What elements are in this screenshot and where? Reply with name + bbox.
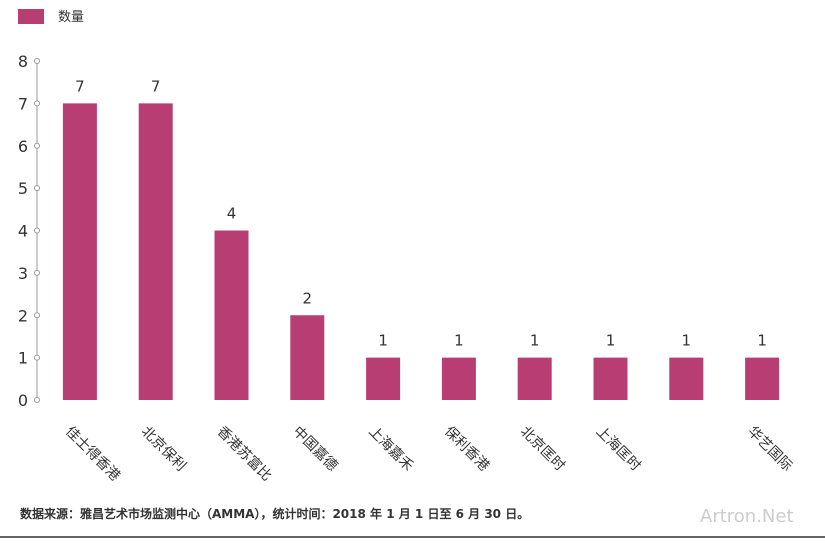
x-tick-label: 上海嘉禾 (365, 424, 416, 475)
value-label: 1 (454, 332, 464, 350)
y-tick (34, 227, 40, 234)
y-tick (34, 269, 40, 276)
source-note: 数据来源：雅昌艺术市场监测中心（AMMA），统计时间：2018 年 1 月 1 … (20, 506, 529, 521)
x-tick-label: 上海匡时 (593, 424, 644, 475)
bar (745, 357, 780, 400)
y-tick-label: 6 (18, 137, 28, 156)
x-tick-label: 北京保利 (138, 424, 189, 475)
y-tick (34, 185, 40, 192)
x-tick-label: 中国嘉德 (289, 424, 340, 475)
y-tick-label: 7 (18, 94, 28, 113)
value-label: 1 (682, 332, 692, 350)
y-tick-label: 2 (18, 306, 28, 325)
x-tick-label: 佳士得香港 (62, 423, 124, 485)
bar (138, 103, 173, 400)
y-tick (34, 354, 40, 361)
y-tick (34, 142, 40, 149)
y-tick-label: 0 (18, 391, 28, 410)
x-tick-label: 保利香港 (441, 424, 492, 475)
y-tick-label: 5 (18, 179, 28, 198)
value-label: 7 (151, 77, 161, 95)
value-label: 4 (227, 205, 237, 223)
value-label: 1 (757, 332, 767, 350)
y-tick-label: 3 (18, 264, 28, 283)
bar (62, 103, 97, 400)
y-tick (34, 58, 40, 64)
value-label: 1 (606, 332, 616, 350)
value-label: 1 (378, 332, 388, 350)
x-tick-label: 华艺国际 (744, 424, 795, 475)
x-tick-label: 北京匡时 (517, 424, 568, 475)
y-tick-label: 8 (18, 52, 28, 71)
legend-swatch (18, 9, 44, 24)
value-label: 1 (530, 332, 540, 350)
bar (441, 357, 476, 400)
bar (214, 230, 249, 400)
y-tick-label: 4 (18, 222, 28, 241)
bar (366, 357, 401, 400)
legend-label: 数量 (58, 10, 84, 25)
bar (290, 315, 325, 400)
bar (669, 357, 704, 400)
y-tick (34, 100, 40, 107)
bar (593, 357, 628, 400)
x-tick-label: 香港苏富比 (214, 423, 276, 485)
y-tick (34, 397, 40, 403)
value-label: 2 (303, 289, 313, 307)
watermark: Artron.Net (700, 506, 794, 527)
y-tick (34, 312, 40, 319)
bar (517, 357, 552, 400)
value-label: 7 (75, 77, 85, 95)
y-tick-label: 1 (18, 349, 28, 368)
